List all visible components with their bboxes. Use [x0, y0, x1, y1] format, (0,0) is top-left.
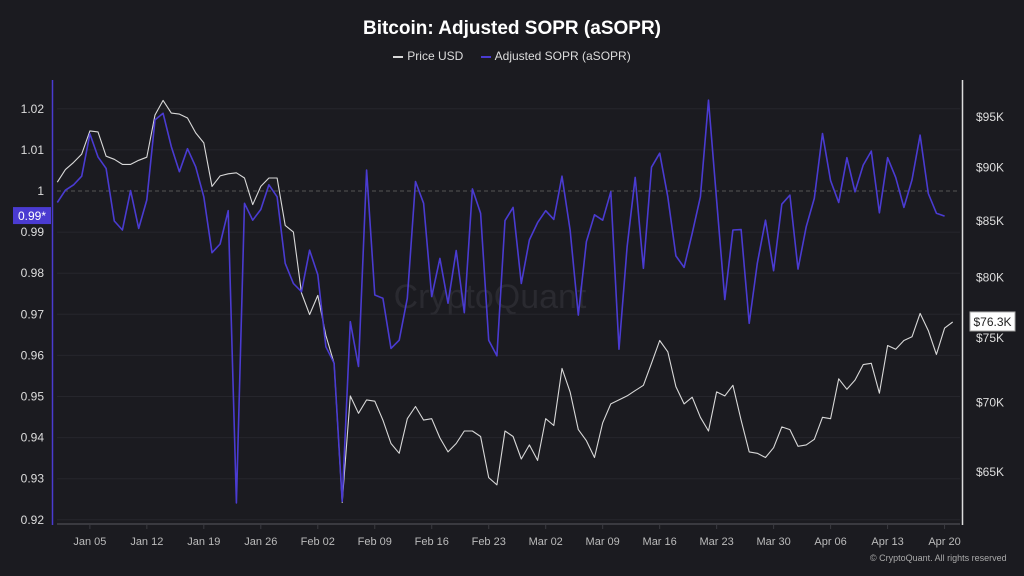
legend-label-price: Price USD	[407, 49, 464, 63]
left-tick-label: 0.97	[21, 307, 45, 321]
x-tick-label: Apr 20	[928, 536, 960, 548]
legend-item-asopr[interactable]: Adjusted SOPR (aSOPR)	[480, 49, 631, 63]
left-tick-label: 1.02	[21, 102, 45, 116]
legend-label-asopr: Adjusted SOPR (aSOPR)	[494, 49, 631, 63]
legend-swatch-price	[393, 55, 404, 58]
legend-swatch-asopr	[480, 55, 491, 58]
x-tick-label: Mar 02	[529, 536, 563, 548]
left-tick-label: 0.92	[21, 513, 45, 527]
right-tick-label: $90K	[976, 161, 1004, 175]
right-tick-label: $80K	[976, 271, 1004, 285]
x-tick-label: Apr 06	[814, 536, 846, 548]
chart-title: Bitcoin: Adjusted SOPR (aSOPR)	[362, 18, 662, 39]
x-tick-label: Apr 13	[871, 536, 903, 548]
x-tick-label: Feb 02	[301, 536, 335, 548]
right-tick-label: $75K	[976, 331, 1004, 345]
legend-item-price[interactable]: Price USD	[393, 49, 463, 63]
legend: Price USD Adjusted SOPR (aSOPR)	[0, 49, 1024, 63]
x-tick-label: Jan 12	[130, 536, 163, 548]
x-tick-label: Jan 05	[73, 536, 106, 548]
left-tick-label: 0.99	[21, 225, 45, 239]
x-tick-label: Jan 19	[187, 536, 220, 548]
asopr-current-label-box	[13, 207, 51, 225]
left-tick-label: 1.01	[21, 143, 45, 157]
left-tick-label: 0.94	[21, 431, 45, 445]
right-tick-label: $70K	[976, 396, 1004, 410]
right-tick-label: $95K	[976, 110, 1004, 124]
x-tick-label: Jan 26	[244, 536, 277, 548]
price-usd-line	[56, 99, 954, 504]
x-tick-label: Feb 16	[415, 536, 449, 548]
x-tick-label: Mar 23	[700, 536, 734, 548]
x-tick-label: Feb 09	[358, 536, 392, 548]
copyright-footer: © CryptoQuant. All rights reserved	[870, 553, 1007, 563]
watermark: CryptoQuant	[394, 278, 587, 316]
price-current-label: $76.3K	[973, 315, 1011, 329]
right-tick-label: $65K	[976, 465, 1004, 479]
left-tick-label: 1	[37, 184, 44, 198]
x-tick-label: Mar 09	[586, 536, 620, 548]
left-tick-label: 0.93	[21, 472, 45, 486]
right-tick-label: $85K	[976, 214, 1004, 228]
left-tick-label: 0.95	[21, 390, 45, 404]
left-tick-label: 0.98	[21, 266, 45, 280]
asopr-line	[56, 99, 945, 504]
x-tick-label: Feb 23	[472, 536, 506, 548]
left-tick-label: 0.96	[21, 348, 45, 362]
asopr-current-label: 0.99*	[18, 209, 46, 223]
x-tick-label: Mar 30	[756, 536, 790, 548]
price-current-label-box	[969, 311, 1016, 332]
x-tick-label: Mar 16	[643, 536, 677, 548]
